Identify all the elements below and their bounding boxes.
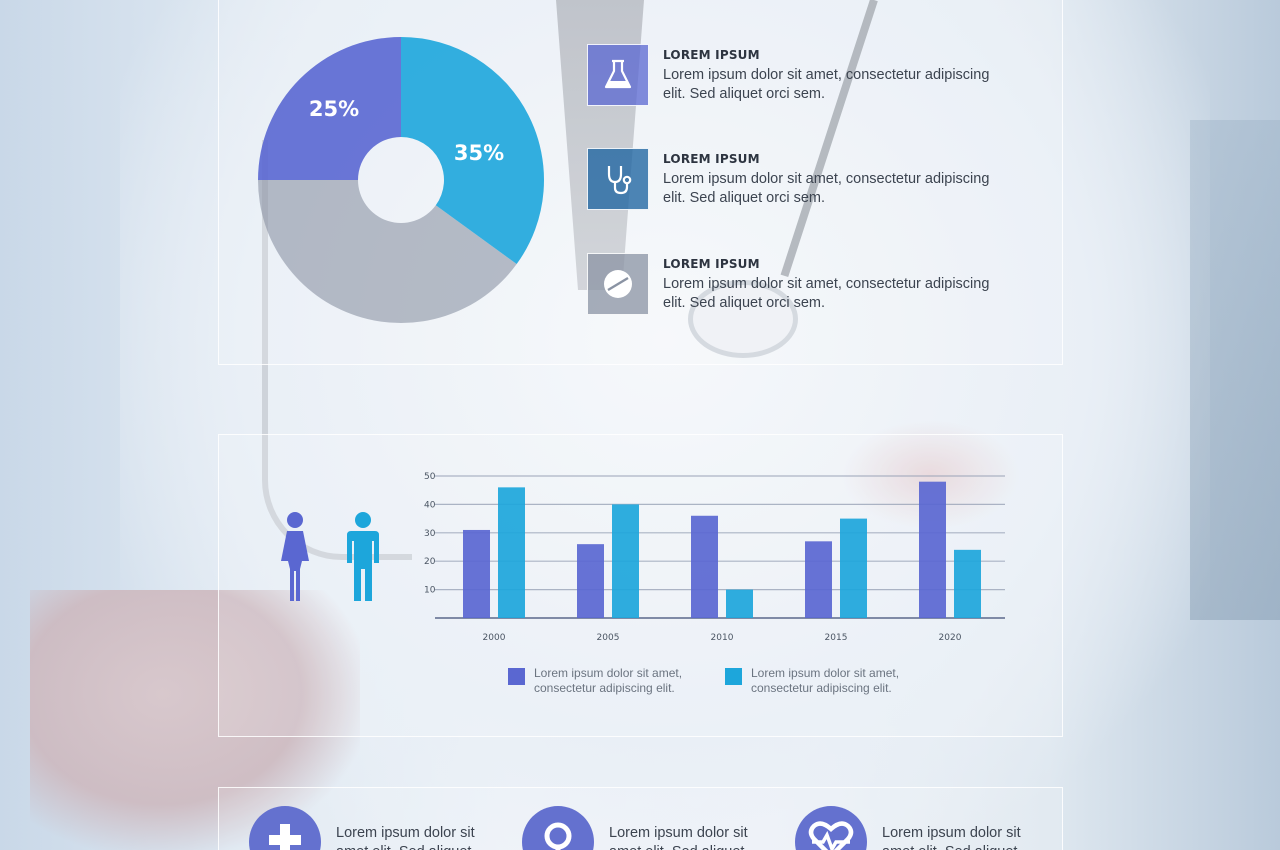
bottom-icon-circle [249,806,321,850]
x-tick-label: 2015 [825,633,848,643]
info-text: Lorem ipsum dolor sit amet, consectetur … [663,67,990,102]
bottom-text: Lorem ipsum dolor sit amet elit. Sed ali… [336,825,475,850]
bar [691,515,718,618]
legend-item-2: Lorem ipsum dolor sit amet, consectetur … [725,666,925,701]
flask-icon [604,59,632,89]
info-title: LOREM IPSUM [663,48,760,62]
legend-swatch [725,668,742,685]
legend-swatch [508,668,525,685]
legend-item-1: Lorem ipsum dolor sit amet, consectetur … [508,666,708,701]
hand-left-background [30,590,360,850]
bar [954,549,981,618]
bar [805,541,832,618]
y-tick-label: 20 [424,557,436,567]
info-title: LOREM IPSUM [663,257,760,271]
y-tick-label: 50 [424,472,436,482]
pie-slice-label: 35% [454,141,504,165]
y-tick-label: 10 [424,586,436,596]
bar [726,589,753,618]
info-text: Lorem ipsum dolor sit amet, consectetur … [663,171,990,206]
pie-slice [258,180,517,323]
pie-chart: 25% 35% [258,37,544,323]
bar [463,529,490,618]
bar [612,504,639,618]
pie-slice [258,37,401,180]
bottom-item-1: Lorem ipsum dolor sit amet elit. Sed ali… [249,806,499,850]
legend-text: Lorem ipsum dolor sit amet, consectetur … [534,666,683,695]
info-icon-box [587,44,649,106]
info-icon-box [587,148,649,210]
stethoscope-chestpiece-background [688,280,798,358]
stethoscope-tube-background [262,140,412,560]
plus-cross-icon [269,824,301,850]
x-tick-label: 2005 [597,633,620,643]
bar [840,518,867,618]
pill-icon [604,270,632,298]
x-tick-label: 2000 [483,633,506,643]
heart-pulse-icon [808,821,854,850]
bar-chart: 10 20 30 40 50 2000 2005 2010 2015 2020 [424,472,1005,643]
female-icon [281,512,309,601]
pie-slice-label: 25% [309,97,359,121]
bottom-text: Lorem ipsum dolor sit amet elit. Sed ali… [882,825,1021,850]
info-item-1: LOREM IPSUM Lorem ipsum dolor sit amet, … [587,44,1027,108]
bar [577,544,604,618]
bar [919,481,946,618]
bottom-icon-circle [795,806,867,850]
bottom-item-2: Lorem ipsum dolor sit amet elit. Sed ali… [522,806,772,850]
bottom-panel [218,787,1063,850]
y-tick-label: 40 [424,500,436,510]
info-title: LOREM IPSUM [663,152,760,166]
x-tick-label: 2010 [711,633,734,643]
info-item-2: LOREM IPSUM Lorem ipsum dolor sit amet, … [587,148,1027,212]
info-item-3: LOREM IPSUM Lorem ipsum dolor sit amet, … [587,253,1027,317]
bottom-text: Lorem ipsum dolor sit amet elit. Sed ali… [609,825,748,850]
info-icon-box [587,253,649,315]
y-tick-label: 30 [424,529,436,539]
stethoscope-icon [607,166,632,195]
info-text: Lorem ipsum dolor sit amet, consectetur … [663,276,990,311]
room-background-blur [1190,120,1280,620]
bottom-icon-circle [522,806,594,850]
bar [498,487,525,618]
male-icon [347,512,379,601]
x-tick-label: 2020 [939,633,962,643]
bottom-item-3: Lorem ipsum dolor sit amet elit. Sed ali… [795,806,1045,850]
search-icon [544,822,572,850]
pie-slice [401,37,544,265]
legend-text: Lorem ipsum dolor sit amet, consectetur … [751,666,900,695]
